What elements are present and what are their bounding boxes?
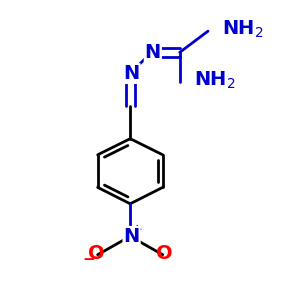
Text: +: + [132,223,142,236]
Text: N: N [124,64,140,83]
Text: O: O [156,244,172,263]
Text: NH$_2$: NH$_2$ [222,19,264,40]
Text: N: N [145,43,161,62]
Text: NH$_2$: NH$_2$ [194,70,236,91]
Text: N: N [122,225,138,244]
Text: N: N [145,43,161,62]
Text: N: N [124,227,140,246]
Text: −: − [82,252,95,267]
Text: O: O [88,244,104,263]
Text: N: N [124,64,140,83]
